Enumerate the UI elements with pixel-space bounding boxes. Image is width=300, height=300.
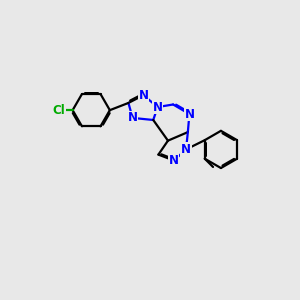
Text: N: N — [181, 143, 191, 156]
Text: Cl: Cl — [53, 104, 66, 117]
Text: N: N — [153, 100, 163, 114]
Text: N: N — [169, 154, 179, 167]
Text: N: N — [128, 111, 138, 124]
Text: N: N — [184, 107, 194, 121]
Text: N: N — [138, 89, 148, 102]
